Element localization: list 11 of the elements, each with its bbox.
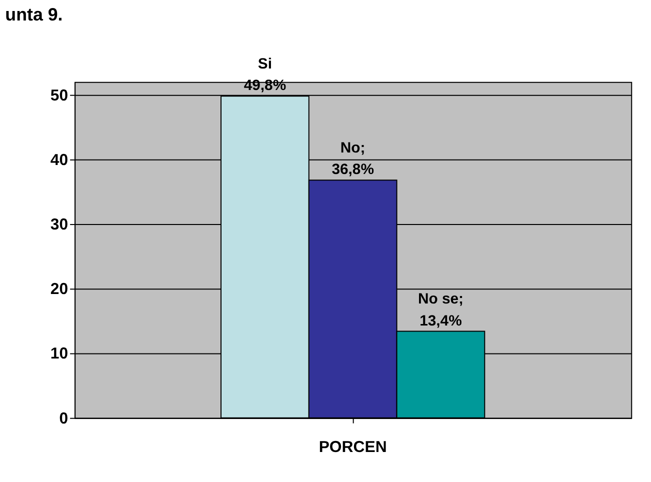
y-tick-label: 30 xyxy=(50,216,68,234)
chart-title: unta 9. xyxy=(5,4,63,25)
data-label: No se; 13,4% xyxy=(418,291,464,330)
data-label: Si 49,8% xyxy=(244,56,286,94)
y-tick-label: 10 xyxy=(50,346,68,363)
data-label: No; 36,8% xyxy=(332,140,374,178)
y-tick-label: 0 xyxy=(59,410,68,428)
x-tick-label: PORCEN xyxy=(318,439,387,456)
y-tick-label: 50 xyxy=(50,87,68,104)
y-tick-label: 20 xyxy=(50,281,68,298)
y-tick-label: 40 xyxy=(50,152,68,169)
